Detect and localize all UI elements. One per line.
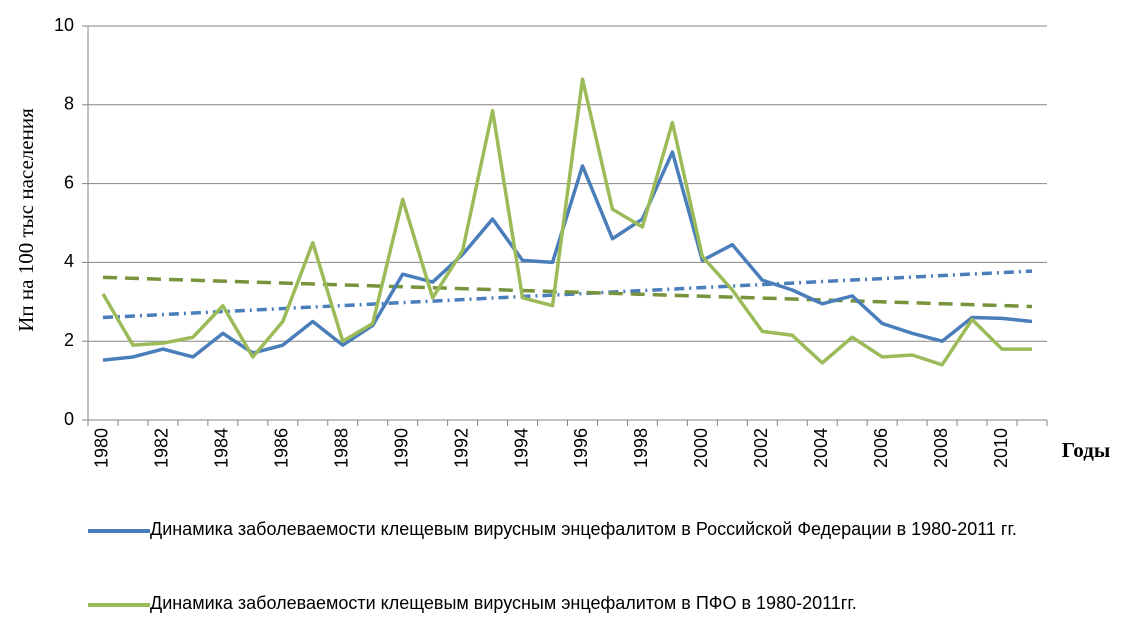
x-tick-label: 2000: [691, 428, 711, 468]
x-tick-label: 2008: [931, 428, 951, 468]
x-tick-label: 2002: [751, 428, 771, 468]
y-tick-label: 6: [64, 172, 74, 192]
legend-label: Динамика заболеваемости клещевым вирусны…: [150, 519, 1017, 539]
y-tick-label: 0: [64, 409, 74, 429]
series-line: [101, 77, 1033, 367]
y-tick-label: 10: [54, 15, 74, 35]
x-tick-label: 1994: [511, 428, 531, 468]
trendline: [102, 269, 1033, 320]
legend-label: Динамика заболеваемости клещевым вирусны…: [150, 593, 857, 613]
legend-swatch: [88, 529, 150, 533]
y-axis-title: Ип на 100 тыс населения: [14, 108, 38, 332]
x-tick-label: 1998: [631, 428, 651, 468]
x-tick-label: 2006: [871, 428, 891, 468]
legend-swatch: [88, 603, 150, 607]
trendline: [102, 275, 1033, 309]
x-tick-label: 1986: [272, 428, 292, 468]
x-tick-label: 2010: [991, 428, 1011, 468]
y-tick-label: 4: [64, 251, 74, 271]
x-axis-title: Годы: [1062, 438, 1110, 462]
x-tick-label: 1988: [331, 428, 351, 468]
plot: Ип на 100 тыс населения Годы 0 2 4 6 8 10 1980…: [14, 15, 1110, 468]
x-tick-label: 1992: [451, 428, 471, 468]
x-tick-label: 1996: [571, 428, 591, 468]
y-tick-label: 2: [64, 330, 74, 350]
legend-item: Динамика заболеваемости клещевым вирусны…: [88, 592, 1088, 620]
x-tick-label: 1984: [212, 428, 232, 468]
legend-item: Динамика заболеваемости клещевым вирусны…: [88, 518, 1088, 546]
x-tick-label: 2004: [811, 428, 831, 468]
y-tick-label: 8: [64, 94, 74, 114]
x-tick-label: 1980: [92, 428, 112, 468]
x-tick-label: 1982: [152, 428, 172, 468]
x-tick-label: 1990: [391, 428, 411, 468]
